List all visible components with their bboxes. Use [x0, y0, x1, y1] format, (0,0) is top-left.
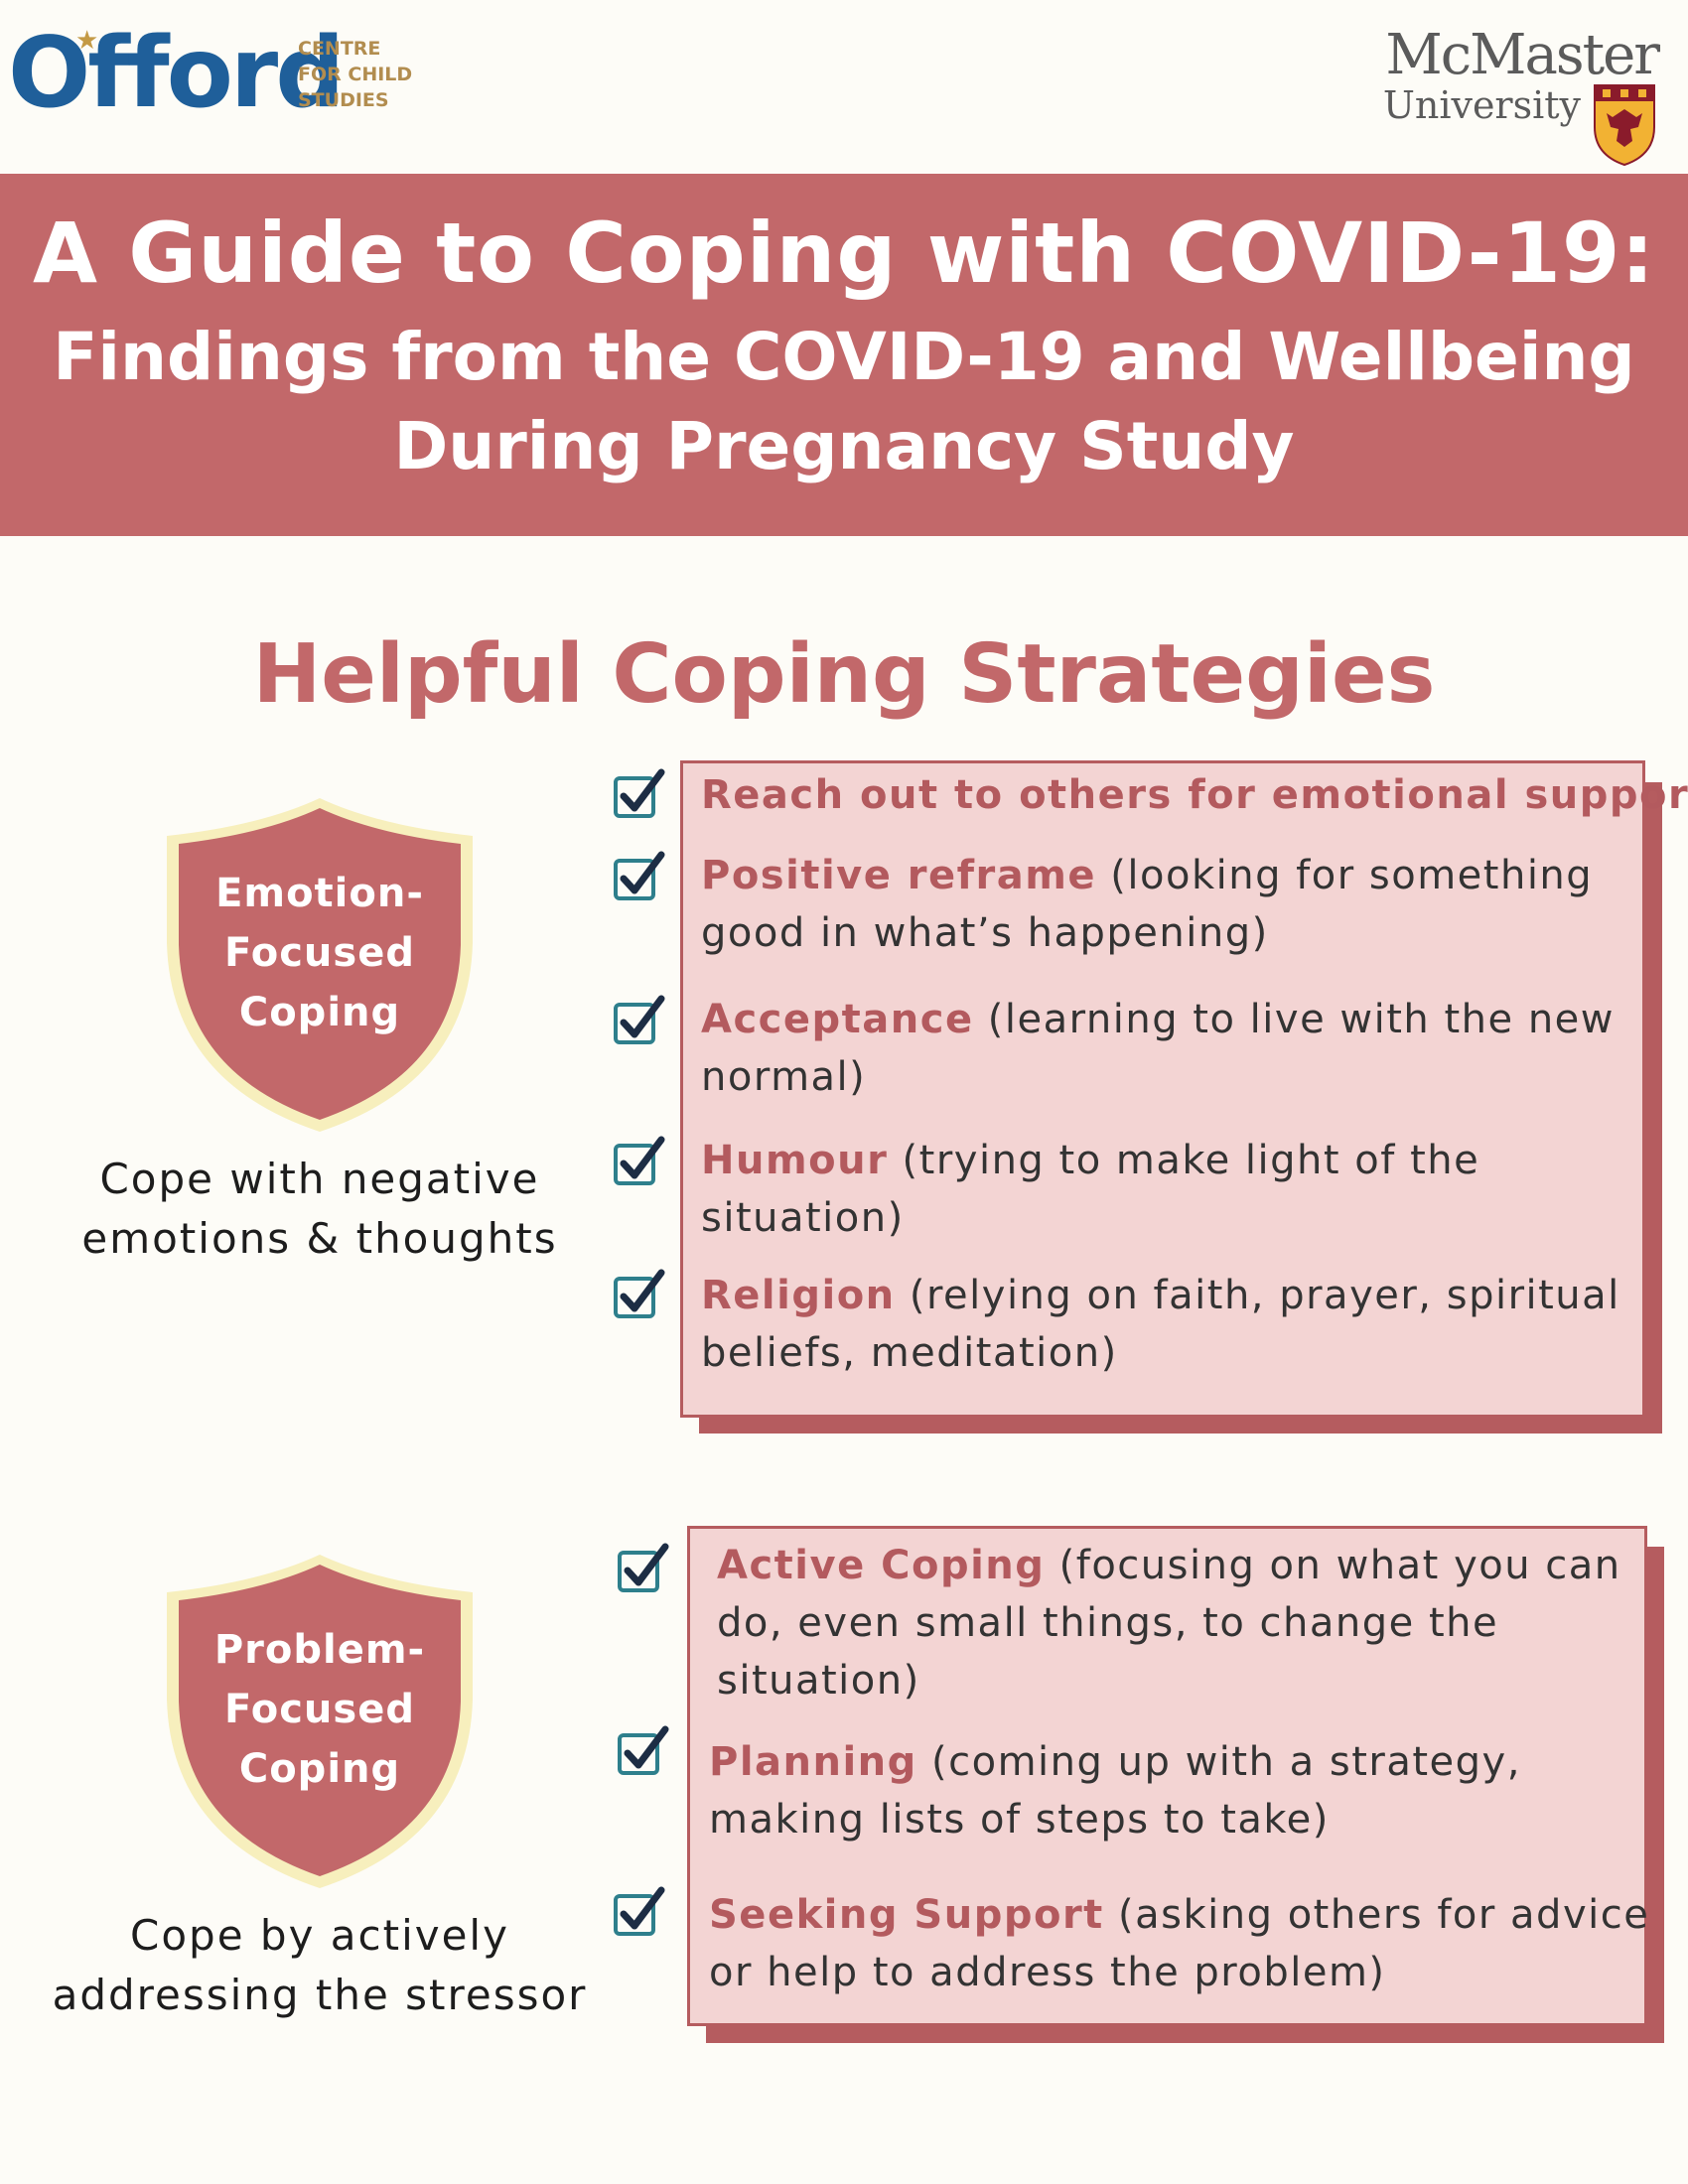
emotion-focused-description: Cope with negative emotions & thoughts	[42, 1150, 598, 1269]
section-heading: Helpful Coping Strategies	[252, 627, 1436, 722]
strategy-detail-line: or help to address the problem)	[709, 1950, 1386, 1995]
shield-label-line: Coping	[238, 1746, 401, 1792]
description-line: Cope with negative	[99, 1155, 540, 1203]
mcmaster-logo: McMaster University	[1370, 23, 1660, 175]
offord-subtitle: CENTRE FOR CHILD STUDIES	[298, 36, 412, 113]
shield-icon	[167, 798, 473, 1132]
strategy-detail-line: making lists of steps to take)	[709, 1797, 1330, 1843]
checkbox-checked-icon	[614, 1886, 665, 1936]
strategy-highlight: Acceptance	[701, 997, 974, 1042]
offord-subtitle-line: FOR CHILD	[298, 64, 413, 85]
checkbox-checked-icon	[614, 851, 665, 900]
emotion-strategies-box	[680, 760, 1645, 1418]
strategy-item: Humour (trying to make light of the situ…	[701, 1132, 1479, 1247]
title-banner: A Guide to Coping with COVID-19: Finding…	[0, 174, 1688, 536]
strategy-item: Reach out to others for emotional suppor…	[701, 766, 1688, 824]
description-line: addressing the stressor	[52, 1971, 588, 2019]
strategy-item: Seeking Support (asking others for advic…	[709, 1886, 1649, 2001]
mcmaster-name: McMaster	[1385, 23, 1660, 87]
banner-subtitle-line: During Pregnancy Study	[393, 408, 1295, 484]
emotion-focused-shield: Emotion- Focused Coping	[161, 794, 479, 1137]
strategy-highlight: Planning	[709, 1739, 917, 1785]
offord-subtitle-line: CENTRE	[298, 38, 381, 60]
offord-wordmark: Offord	[8, 17, 345, 130]
shield-label-line: Emotion-	[215, 871, 424, 916]
description-line: Cope by actively	[130, 1911, 509, 1960]
problem-focused-shield: Problem- Focused Coping	[161, 1551, 479, 1893]
strategy-detail-line: good in what’s happening)	[701, 910, 1269, 956]
strategy-item: Acceptance (learning to live with the ne…	[701, 991, 1615, 1106]
strategy-detail: (looking for something	[1096, 853, 1594, 898]
strategy-detail: (relying on faith, prayer, spiritual	[895, 1273, 1620, 1318]
offord-subtitle-line: STUDIES	[298, 89, 389, 111]
checkbox-checked-icon	[614, 768, 665, 818]
description-line: emotions & thoughts	[81, 1214, 558, 1263]
strategy-highlight: Reach out to others for emotional suppor…	[701, 772, 1688, 818]
problem-strategies-box	[687, 1526, 1647, 2026]
strategy-detail-line: situation)	[701, 1195, 905, 1241]
strategy-detail: (asking others for advice	[1103, 1892, 1650, 1938]
strategy-highlight: Humour	[701, 1138, 889, 1183]
strategy-highlight: Active Coping	[717, 1543, 1046, 1588]
checkbox-checked-icon	[614, 995, 665, 1044]
checkbox-checked-icon	[614, 1269, 665, 1318]
strategy-detail: (learning to live with the new	[973, 997, 1616, 1042]
strategy-item: Positive reframe (looking for something …	[701, 847, 1593, 962]
shield-label-line: Focused	[224, 1687, 415, 1732]
mcmaster-crest-icon	[1594, 84, 1655, 167]
checkbox-checked-icon	[618, 1543, 669, 1592]
star-icon: ★	[75, 26, 99, 56]
shield-icon	[167, 1555, 473, 1888]
shield-label-line: Focused	[224, 930, 415, 976]
banner-title: A Guide to Coping with COVID-19:	[33, 205, 1655, 302]
checkbox-checked-icon	[618, 1725, 669, 1775]
shield-label-line: Problem-	[213, 1627, 426, 1673]
banner-subtitle-line: Findings from the COVID-19 and Wellbeing	[53, 319, 1635, 395]
strategy-detail-line: normal)	[701, 1054, 867, 1100]
strategy-detail-line: beliefs, meditation)	[701, 1330, 1118, 1376]
strategy-highlight: Seeking Support	[709, 1892, 1104, 1938]
strategy-detail-line: situation)	[717, 1658, 920, 1704]
strategy-item: Active Coping (focusing on what you can …	[717, 1537, 1621, 1709]
shield-label: Problem- Focused Coping	[161, 1620, 479, 1799]
strategy-detail: (trying to make light of the	[888, 1138, 1480, 1183]
strategy-detail: (focusing on what you can	[1045, 1543, 1621, 1588]
strategy-item: Planning (coming up with a strategy, mak…	[709, 1733, 1521, 1848]
strategy-item: Religion (relying on faith, prayer, spir…	[701, 1267, 1620, 1382]
strategy-highlight: Religion	[701, 1273, 896, 1318]
checkbox-checked-icon	[614, 1136, 665, 1185]
strategy-detail-line: do, even small things, to change the	[717, 1600, 1499, 1646]
strategy-detail: (coming up with a strategy,	[916, 1739, 1521, 1785]
strategy-highlight: Positive reframe	[701, 853, 1097, 898]
shield-label: Emotion- Focused Coping	[161, 864, 479, 1042]
offord-logo: Offord ★ CENTRE FOR CHILD STUDIES	[8, 24, 425, 123]
problem-focused-description: Cope by actively addressing the stressor	[42, 1906, 598, 2025]
mcmaster-university: University	[1382, 83, 1581, 127]
shield-label-line: Coping	[238, 990, 401, 1035]
